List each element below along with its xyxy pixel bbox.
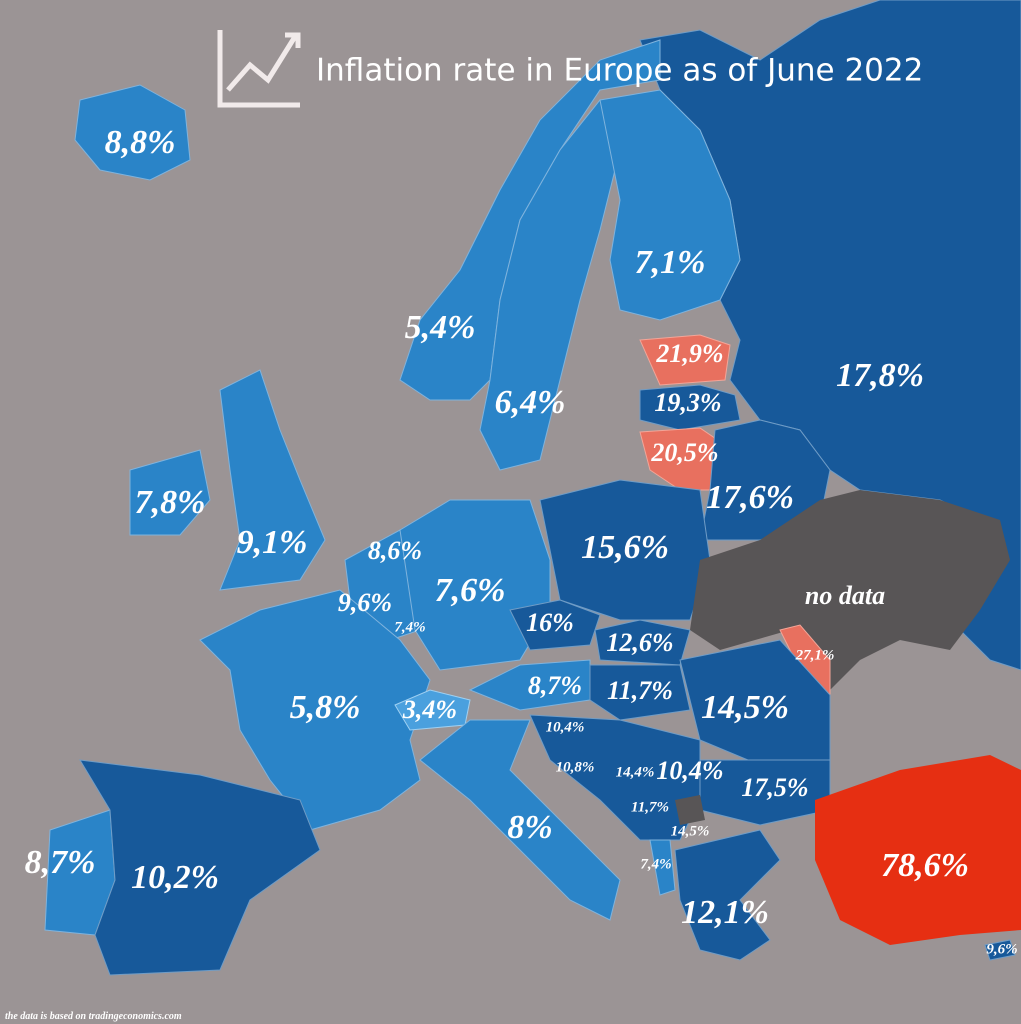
value-label: 10,4% (546, 719, 585, 735)
ireland (129, 449, 211, 536)
value-label: 15,6% (581, 529, 669, 566)
value-label: 7,4% (394, 619, 425, 635)
value-label: 6,4% (495, 384, 566, 421)
ukraine (690, 490, 1010, 690)
value-label: 9,6% (986, 941, 1017, 957)
value-label: 9,1% (237, 524, 308, 561)
slovakia (594, 619, 691, 666)
icon-arrow (226, 32, 301, 92)
greece (674, 829, 781, 961)
value-label: 19,3% (654, 388, 721, 417)
value-label: 12,6% (606, 628, 673, 657)
value-label: 8,7% (528, 671, 582, 700)
balkans (529, 714, 701, 841)
value-label: 7,4% (640, 856, 671, 872)
norway (399, 39, 661, 401)
value-label: 10,4% (656, 756, 723, 785)
hungary (589, 664, 691, 721)
sweden (479, 99, 621, 471)
uk (219, 369, 326, 591)
value-label: 20,5% (650, 438, 718, 467)
no-data-label: no data (805, 581, 885, 610)
value-label: 21,9% (655, 339, 723, 368)
france (199, 589, 431, 831)
value-label: 14,4% (616, 764, 655, 780)
icon-axes (217, 30, 300, 108)
value-label: 8,7% (25, 844, 96, 881)
value-label: 8% (507, 809, 552, 846)
value-label: 7,6% (435, 572, 506, 609)
countries (44, 0, 1021, 976)
spain (79, 759, 321, 976)
value-label: 8,8% (105, 124, 176, 161)
turkey (815, 755, 1021, 945)
value-label: 17,6% (706, 479, 794, 516)
kosovo (675, 795, 705, 825)
value-label: 27,1% (795, 647, 835, 663)
value-label: 3,4% (402, 695, 457, 724)
value-label: 10,8% (556, 759, 595, 775)
finland (599, 89, 741, 321)
value-label: 12,1% (681, 894, 769, 931)
title-icon (217, 30, 301, 108)
value-label: 7,1% (635, 244, 706, 281)
value-label: 16% (526, 608, 574, 637)
cyprus (984, 939, 1016, 961)
labels: 8,8% 5,4% 6,4% 7,1% 21,9% 19,3% 20,5% 17… (25, 124, 1018, 958)
value-label: 78,6% (881, 847, 969, 884)
value-label: 7,8% (135, 484, 206, 521)
switzerland (394, 689, 471, 731)
latvia (639, 384, 741, 431)
value-label: 14,5% (701, 689, 789, 726)
estonia (639, 334, 731, 386)
value-label: 17,5% (741, 773, 808, 802)
value-label: 11,7% (631, 799, 669, 815)
value-label: 5,8% (290, 689, 361, 726)
albania (649, 839, 676, 896)
value-label: 5,4% (405, 309, 476, 346)
value-label: 9,6% (338, 588, 392, 617)
value-label: 10,2% (131, 859, 219, 896)
value-label: 8,6% (368, 536, 422, 565)
iceland (74, 84, 191, 181)
source-note: the data is based on tradingeconomics.co… (5, 1011, 182, 1022)
russia (639, 0, 1021, 671)
map-title: Inflation rate in Europe as of June 2022 (316, 53, 923, 89)
value-label: 11,7% (607, 676, 673, 705)
value-label: 14,5% (671, 823, 710, 839)
value-label: 17,8% (836, 357, 924, 394)
italy (419, 719, 621, 921)
